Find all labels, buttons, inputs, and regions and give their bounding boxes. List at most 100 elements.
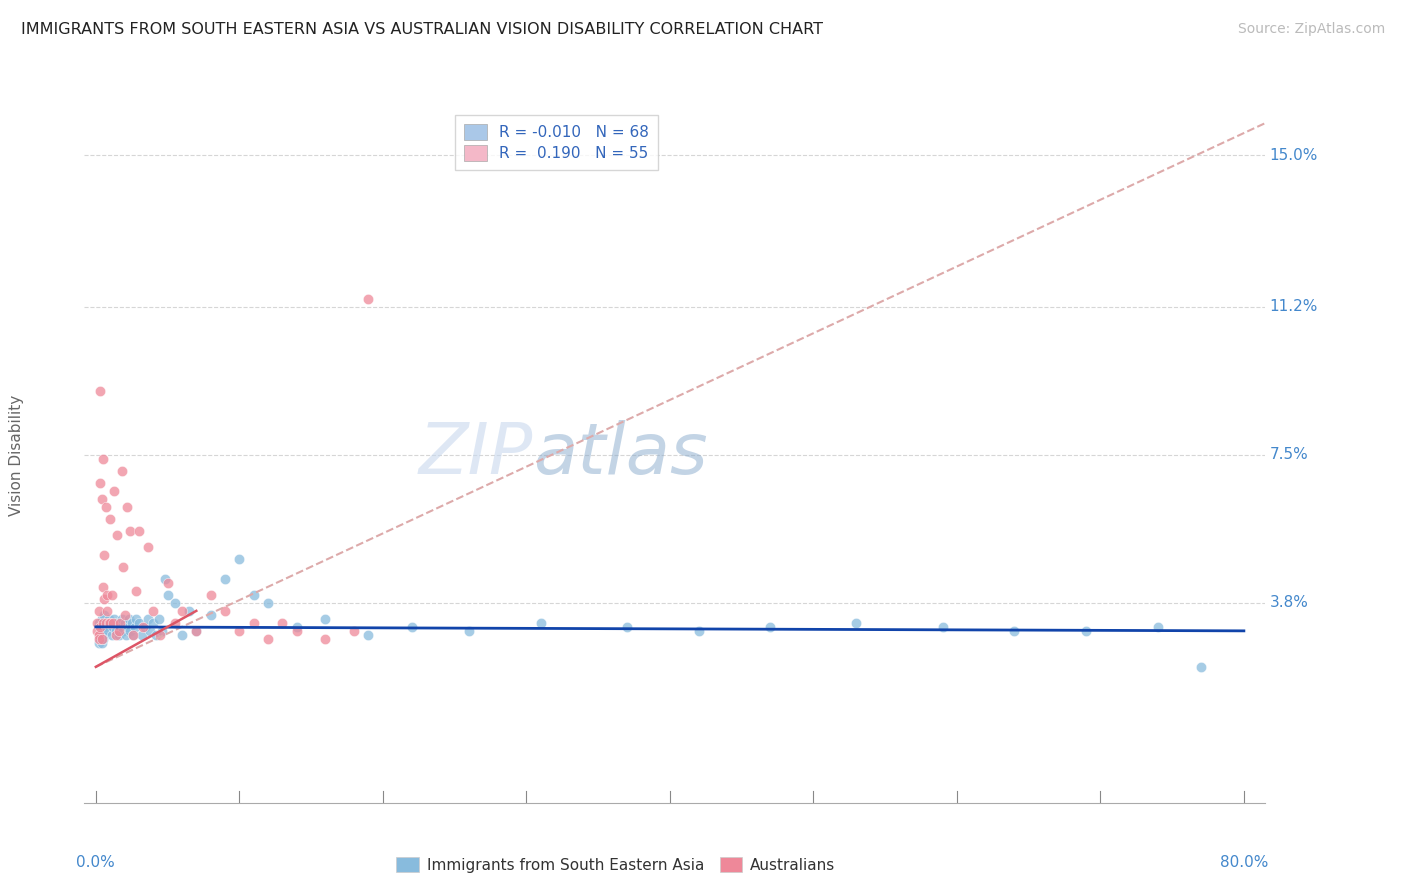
Point — [343, 624, 366, 638]
Point — [136, 612, 159, 626]
Text: 11.2%: 11.2% — [1270, 300, 1317, 315]
Point — [124, 620, 146, 634]
Point — [1189, 660, 1212, 674]
Point — [96, 588, 118, 602]
Point — [90, 491, 112, 506]
Point — [91, 628, 114, 642]
Point — [153, 572, 176, 586]
Text: atlas: atlas — [533, 420, 707, 490]
Point — [759, 620, 782, 634]
Point — [101, 615, 124, 630]
Point — [122, 628, 145, 642]
Point — [139, 624, 162, 638]
Point — [90, 632, 112, 646]
Point — [112, 560, 135, 574]
Point — [91, 615, 114, 630]
Point — [90, 636, 112, 650]
Point — [111, 612, 134, 626]
Point — [285, 620, 308, 634]
Point — [179, 604, 201, 618]
Point — [200, 607, 222, 622]
Text: 0.0%: 0.0% — [76, 855, 115, 870]
Point — [132, 620, 155, 634]
Point — [105, 528, 128, 542]
Point — [115, 628, 138, 642]
Point — [87, 636, 110, 650]
Point — [136, 540, 159, 554]
Point — [87, 632, 110, 646]
Point — [103, 483, 125, 498]
Point — [120, 524, 142, 538]
Point — [163, 596, 186, 610]
Point — [111, 464, 134, 478]
Point — [91, 632, 114, 646]
Point — [93, 591, 115, 606]
Text: 3.8%: 3.8% — [1270, 595, 1309, 610]
Point — [117, 620, 139, 634]
Point — [357, 628, 380, 642]
Point — [91, 615, 114, 630]
Point — [128, 615, 150, 630]
Point — [110, 615, 132, 630]
Point — [125, 612, 148, 626]
Point — [1002, 624, 1025, 638]
Point — [142, 615, 165, 630]
Point — [134, 620, 156, 634]
Text: 80.0%: 80.0% — [1219, 855, 1268, 870]
Point — [214, 604, 236, 618]
Point — [90, 624, 112, 638]
Point — [91, 580, 114, 594]
Point — [105, 615, 128, 630]
Point — [87, 615, 110, 630]
Point — [128, 524, 150, 538]
Point — [98, 615, 121, 630]
Point — [91, 451, 114, 466]
Point — [1146, 620, 1168, 634]
Point — [121, 615, 143, 630]
Point — [142, 604, 165, 618]
Point — [150, 624, 173, 638]
Point — [101, 620, 124, 634]
Point — [87, 604, 110, 618]
Point — [530, 615, 553, 630]
Point — [285, 624, 308, 638]
Point — [107, 628, 129, 642]
Point — [94, 500, 117, 514]
Point — [86, 624, 108, 638]
Point — [163, 615, 186, 630]
Point — [94, 620, 117, 634]
Point — [97, 612, 120, 626]
Point — [112, 624, 135, 638]
Point — [271, 615, 294, 630]
Point — [170, 628, 193, 642]
Point — [89, 620, 111, 634]
Point — [96, 604, 118, 618]
Point — [257, 632, 280, 646]
Point — [149, 628, 172, 642]
Text: Source: ZipAtlas.com: Source: ZipAtlas.com — [1237, 22, 1385, 37]
Text: IMMIGRANTS FROM SOUTH EASTERN ASIA VS AUSTRALIAN VISION DISABILITY CORRELATION C: IMMIGRANTS FROM SOUTH EASTERN ASIA VS AU… — [21, 22, 823, 37]
Point — [118, 612, 141, 626]
Point — [87, 628, 110, 642]
Point — [90, 612, 112, 626]
Point — [93, 548, 115, 562]
Point — [89, 384, 111, 398]
Point — [122, 628, 145, 642]
Point — [110, 620, 132, 634]
Point — [156, 575, 179, 590]
Text: 7.5%: 7.5% — [1270, 448, 1309, 462]
Point — [228, 552, 250, 566]
Point — [93, 607, 115, 622]
Point — [120, 624, 142, 638]
Point — [170, 604, 193, 618]
Point — [100, 588, 122, 602]
Point — [96, 624, 118, 638]
Text: 15.0%: 15.0% — [1270, 147, 1317, 162]
Point — [103, 612, 125, 626]
Point — [100, 628, 122, 642]
Point — [357, 292, 380, 306]
Point — [125, 583, 148, 598]
Point — [86, 615, 108, 630]
Point — [148, 612, 170, 626]
Point — [1074, 624, 1097, 638]
